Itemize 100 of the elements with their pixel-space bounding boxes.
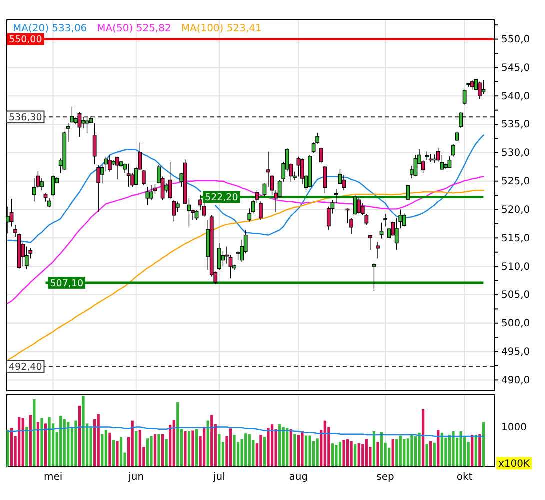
candlestick	[146, 186, 150, 206]
candlestick	[24, 246, 29, 270]
bar	[97, 414, 100, 467]
candlestick	[452, 144, 456, 158]
bar	[437, 430, 440, 467]
bar	[316, 438, 319, 467]
bar	[218, 434, 221, 467]
bar	[342, 440, 346, 467]
y-tick-label: 535,0	[502, 120, 530, 131]
bar	[278, 424, 282, 467]
bar	[146, 438, 149, 467]
bar	[270, 424, 274, 467]
bar	[29, 415, 32, 467]
y-tick-label: 550,0	[502, 34, 530, 46]
bar	[403, 439, 406, 467]
candlestick	[308, 154, 312, 188]
bar	[150, 436, 153, 467]
bar	[260, 435, 262, 467]
bar	[294, 434, 296, 467]
candlestick	[380, 222, 384, 240]
candlestick	[78, 112, 82, 138]
bar	[90, 428, 92, 467]
candlestick	[428, 154, 433, 162]
bar	[67, 422, 70, 467]
bar	[244, 434, 248, 467]
bar	[184, 432, 187, 467]
candlestick	[217, 242, 222, 270]
candlestick	[470, 80, 474, 90]
y-tick-label: 525,0	[502, 176, 530, 188]
bar	[248, 434, 251, 467]
y-tick-label: 495,0	[502, 347, 530, 358]
bar	[406, 438, 410, 467]
bar	[131, 420, 134, 467]
bar	[263, 437, 266, 467]
candlestick	[168, 162, 172, 200]
candlestick	[459, 112, 463, 128]
ref-line-label: 536,30	[9, 112, 42, 124]
candlestick	[372, 263, 376, 292]
candlestick	[478, 82, 482, 100]
bar	[78, 406, 82, 467]
bar	[60, 416, 62, 467]
bar	[108, 432, 112, 467]
candlestick	[455, 132, 460, 142]
bar	[101, 434, 104, 467]
bar	[195, 429, 198, 467]
x-tick-label: jun	[128, 472, 144, 484]
bar	[426, 444, 428, 467]
bar	[410, 434, 414, 467]
bar	[26, 427, 28, 467]
bar	[440, 432, 444, 467]
candlestick	[368, 234, 372, 250]
text: 1000	[502, 422, 527, 434]
candlestick	[357, 196, 362, 214]
y-tick-label: 545,0	[502, 62, 530, 74]
line-series	[7, 176, 484, 304]
bar	[158, 434, 160, 467]
candlestick	[126, 163, 131, 188]
candlestick	[376, 242, 380, 259]
bar	[430, 441, 432, 467]
candlestick	[406, 184, 410, 200]
bar	[138, 430, 142, 467]
bar	[6, 430, 10, 467]
bar	[176, 402, 180, 467]
y-tick-label: 530,0	[502, 148, 530, 160]
bar	[112, 440, 116, 467]
bar	[414, 436, 418, 467]
bar	[48, 417, 51, 467]
text: MA(20) 533,06	[13, 24, 88, 34]
bar	[350, 441, 353, 467]
bar	[331, 444, 334, 467]
bar	[33, 400, 36, 467]
candlestick	[194, 210, 199, 220]
bar	[335, 444, 338, 467]
y-tick-label: 490,0	[502, 375, 530, 386]
bar	[282, 427, 285, 467]
bar	[229, 428, 232, 467]
y-tick-label: 510,0	[502, 262, 530, 273]
candlestick	[353, 194, 358, 216]
bar	[338, 442, 342, 467]
y-tick-label: 515,0	[502, 233, 530, 244]
bar	[116, 441, 119, 467]
bar	[422, 409, 425, 467]
bar	[448, 435, 452, 467]
bar	[267, 428, 270, 467]
bar	[154, 434, 157, 467]
bar	[10, 428, 14, 467]
y-tick-label: 500,0	[502, 318, 530, 330]
x-tick-label: jul	[212, 472, 226, 484]
candlestick	[425, 151, 430, 161]
x-tick-label: okt	[456, 472, 473, 484]
bar	[471, 435, 474, 467]
bar	[392, 439, 394, 467]
candlestick	[108, 154, 112, 172]
bar	[82, 396, 85, 467]
text: MA(100) 523,41	[181, 24, 262, 34]
bar	[372, 432, 376, 467]
bar	[365, 439, 368, 467]
bar	[210, 415, 214, 467]
bar	[433, 442, 436, 467]
bar	[396, 439, 398, 467]
